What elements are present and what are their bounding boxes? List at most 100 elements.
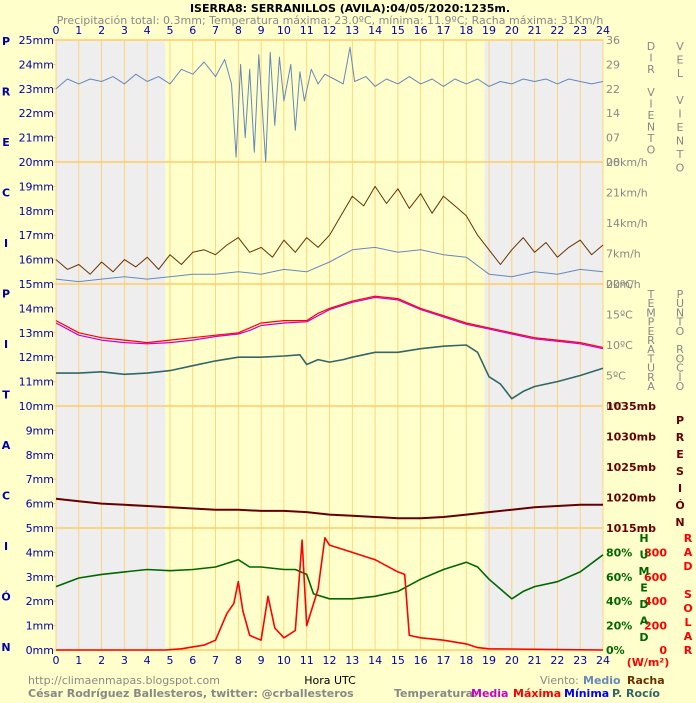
x-tick-label-top: 15 (391, 24, 405, 37)
right-label-temperatura: E (648, 325, 655, 338)
y-tick-label-left: 20mm (19, 156, 54, 169)
right-label-temperatura: U (647, 362, 655, 375)
y-tick-label-left: 14mm (19, 302, 54, 315)
right-label-humedad: E (640, 582, 648, 595)
legend-dew-point: P. Rocío (612, 687, 660, 700)
y-tick-label-right-temperature: 15ºC (606, 309, 633, 322)
y-tick-label-right-pressure: 1035mb (606, 400, 656, 413)
series-humidity_solar-solar (56, 537, 604, 651)
x-tick-label-bottom: 19 (482, 654, 496, 667)
y-tick-label-humidity: 80% (606, 546, 632, 559)
legend-temp-min: Mínima (564, 687, 609, 700)
x-tick-label-bottom: 4 (144, 654, 151, 667)
y-tick-label-right-wind_direction: 14 (606, 107, 620, 120)
right-label-punto-rocio: U (676, 297, 684, 310)
right-label-dir-viento: N (647, 121, 655, 134)
x-tick-label-bottom: 7 (212, 654, 219, 667)
x-tick-label-top: 9 (258, 24, 265, 37)
right-label-humedad: D (639, 598, 648, 611)
y-tick-label-left: 16mm (19, 254, 54, 267)
right-label-vel-viento: I (678, 108, 681, 121)
y-tick-label-left: 4mm (26, 546, 54, 559)
y-tick-label-right-pressure: 1015mb (606, 522, 656, 535)
y-tick-label-right-pressure: 1030mb (606, 431, 656, 444)
y-tick-label-left: 23mm (19, 83, 54, 96)
y-tick-label-left: 24mm (19, 58, 54, 71)
right-label-punto-rocio: O (676, 380, 685, 393)
right-label-dir-viento: I (649, 52, 652, 65)
y-tick-label-left: 7mm (26, 473, 54, 486)
series-temperature-tmax (55, 295, 604, 348)
left-letter: N (1, 641, 10, 654)
right-label-temperatura: P (648, 316, 655, 329)
x-tick-label-top: 7 (212, 24, 219, 37)
right-label-humedad: H (639, 532, 648, 545)
x-tick-label-bottom: 15 (391, 654, 405, 667)
x-tick-label-bottom: 24 (596, 654, 610, 667)
y-tick-label-humidity: 0% (606, 644, 625, 657)
y-tick-label-right-pressure: 1025mb (606, 461, 656, 474)
x-tick-label-top: 4 (144, 24, 151, 37)
right-label-rad-solar: L (684, 616, 691, 629)
y-tick-label-right-temperature: 0ºC (606, 400, 626, 413)
y-tick-label-solar: 0 (659, 644, 667, 657)
y-tick-label-right-wind_direction: 36 (606, 34, 620, 47)
temperature-legend: Temperatura: Media Máxima Mínima P. Rocí… (394, 687, 660, 700)
right-label-dir-viento: E (648, 109, 655, 122)
x-tick-label-top: 13 (345, 24, 359, 37)
left-letter: A (2, 439, 11, 452)
x-tick-label-top: 10 (277, 24, 291, 37)
legend-temp-mean: Media (471, 687, 508, 700)
x-tick-label-bottom: 21 (528, 654, 542, 667)
x-tick-label-top: 20 (505, 24, 519, 37)
right-label-presion: R (676, 431, 685, 444)
y-tick-label-humidity: 20% (606, 620, 632, 633)
x-tick-label-bottom: 12 (323, 654, 337, 667)
left-letter: C (2, 187, 10, 200)
legend-wind-title: Viento: (540, 674, 579, 687)
x-tick-label-top: 22 (550, 24, 564, 37)
right-label-vel-viento: V (676, 40, 684, 53)
y-tick-label-solar: 200 (644, 620, 667, 633)
right-label-vel-viento: N (676, 135, 684, 148)
x-tick-label-bottom: 8 (235, 654, 242, 667)
x-tick-label-top: 1 (75, 24, 82, 37)
right-label-punto-rocio: O (676, 325, 685, 338)
left-letter: I (4, 540, 8, 553)
y-tick-label-right-temperature: 5ºC (606, 370, 626, 383)
right-label-presion: S (676, 465, 684, 478)
y-tick-label-right-wind_direction: 00 (606, 156, 620, 169)
legend-temp-max: Máxima (513, 687, 561, 700)
right-label-temperatura: T (647, 352, 655, 365)
footer-website: http://climaenmapas.blogspot.com (28, 674, 220, 687)
series-humidity_solar-hum (55, 554, 604, 600)
right-label-punto-rocio: N (676, 306, 684, 319)
right-label-presion: P (676, 414, 684, 427)
right-label-vel-viento: V (676, 94, 684, 107)
x-tick-label-top: 23 (573, 24, 587, 37)
right-label-temperatura: T (647, 288, 655, 301)
x-tick-label-bottom: 14 (368, 654, 382, 667)
x-tick-label-bottom: 3 (121, 654, 128, 667)
x-tick-label-bottom: 0 (53, 654, 60, 667)
right-label-humedad: A (640, 615, 649, 628)
left-letter: P (2, 288, 10, 301)
left-letter: E (2, 136, 10, 149)
right-label-vel-viento: E (677, 54, 684, 67)
right-label-temperatura: A (647, 343, 655, 356)
y-tick-label-left: 2mm (26, 595, 54, 608)
y-tick-label-right-wind_direction: 07 (606, 132, 620, 145)
x-tick-label-bottom: 13 (345, 654, 359, 667)
x-tick-label-bottom: 20 (505, 654, 519, 667)
y-tick-label-humidity: 60% (606, 571, 632, 584)
y-tick-label-solar: 400 (644, 595, 667, 608)
rad-unit-label: (W/m²) (627, 656, 670, 669)
right-label-temperatura: M (646, 306, 656, 319)
right-label-vel-viento: O (676, 162, 685, 175)
x-tick-label-top: 19 (482, 24, 496, 37)
y-tick-label-left: 17mm (19, 229, 54, 242)
right-label-temperatura: R (647, 371, 655, 384)
y-tick-label-left: 10mm (19, 400, 54, 413)
y-tick-label-right-pressure: 1020mb (606, 492, 656, 505)
left-letter: I (4, 237, 8, 250)
